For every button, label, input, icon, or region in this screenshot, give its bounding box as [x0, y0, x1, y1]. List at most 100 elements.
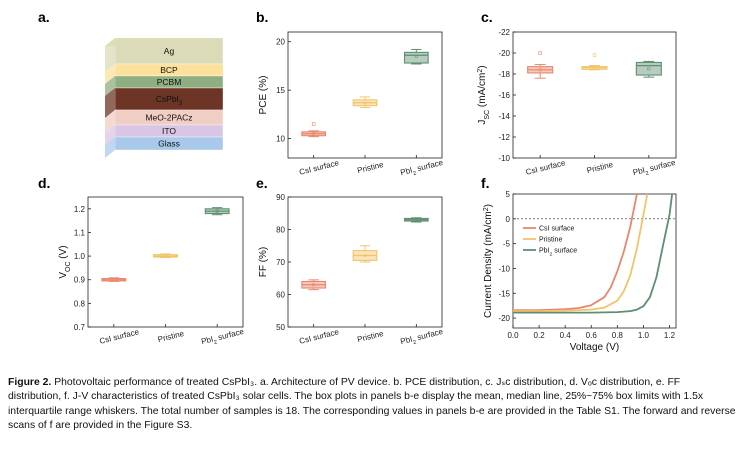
layer-label: Glass — [158, 139, 180, 149]
box-csi-surface — [301, 122, 327, 138]
y-tick-label: -10 — [498, 154, 510, 163]
y-axis-label: Current Density (mA/cm2) — [483, 204, 495, 318]
panel-label-f: f. — [481, 175, 490, 191]
legend-label: PbI2 surface — [539, 248, 577, 258]
y-tick-label: -15 — [498, 289, 510, 298]
box-iqr — [635, 61, 662, 76]
layer-label: BCP — [160, 65, 178, 75]
box-pbi2-surface — [403, 48, 429, 65]
legend-label: Pristine — [539, 237, 562, 244]
category-label: Pristine — [356, 160, 385, 175]
x-tick-label: 1.0 — [638, 331, 650, 340]
y-tick-label: 90 — [276, 193, 285, 202]
category-label: PbI2 surface — [632, 158, 678, 180]
category-label: CsI surface — [298, 327, 340, 346]
device-architecture: Ag BCP PCBM CsPbI3 MeO-2PACz ITO Glass — [105, 37, 224, 158]
plot-frame — [87, 196, 244, 328]
mean-marker — [164, 254, 167, 258]
y-tick-label: -16 — [498, 91, 510, 100]
category-label: CsI surface — [298, 158, 340, 177]
mean-marker — [112, 278, 116, 282]
caption-lead: Figure 2. — [8, 377, 52, 388]
box-csi-surface — [101, 277, 127, 282]
plot-frame — [512, 31, 677, 159]
panel-label-e: e. — [256, 175, 268, 191]
device-layer: PCBM — [105, 75, 224, 96]
mean-marker — [414, 218, 418, 222]
chart-e: 50 60 70 80 90 FF (%) CsI surface Pristine PbI2 … — [258, 193, 445, 349]
y-tick-label: -20 — [498, 49, 510, 58]
category-label: PbI2 surface — [399, 327, 445, 349]
layer-side — [105, 110, 115, 133]
category-label: Pristine — [356, 329, 385, 344]
y-axis-label: JSC (mA/cm2) — [477, 65, 491, 124]
panel-label-a: a. — [38, 9, 50, 25]
category-label: PbI2 surface — [200, 327, 246, 349]
y-tick-label: 0.7 — [74, 323, 86, 332]
outlier-point — [538, 51, 542, 55]
layer-side — [105, 125, 115, 145]
box-pristine — [153, 253, 178, 259]
layer-top — [105, 38, 223, 46]
category-label: CsI surface — [99, 327, 141, 346]
series-line-csi-surface — [513, 193, 638, 312]
y-tick-label: 1.0 — [74, 252, 86, 261]
layer-label: PCBM — [157, 77, 182, 87]
y-tick-label: -12 — [498, 133, 510, 142]
y-tick-label: -22 — [498, 28, 510, 37]
layer-label: ITO — [162, 126, 176, 136]
y-tick-label: 0.8 — [74, 299, 86, 308]
chart-f: 0.0 0.2 0.4 0.6 0.8 1.0 1.2 5 0 -5 -10 -15 -20 Voltag… — [483, 190, 677, 353]
plot-frame — [287, 31, 443, 159]
y-axis-label: VOC (V) — [58, 245, 72, 278]
device-layer: BCP — [105, 63, 224, 84]
layer-side — [105, 64, 115, 84]
y-tick-label: 15 — [276, 86, 285, 95]
y-tick-label: 1.1 — [74, 228, 86, 237]
layer-side — [105, 137, 115, 158]
layer-side — [105, 38, 115, 72]
layer-side — [105, 88, 115, 118]
category-label: PbI2 surface — [399, 158, 445, 180]
legend-label: CsI surface — [539, 226, 575, 233]
category-label: Pristine — [586, 160, 615, 175]
figure-caption: Figure 2. Photovoltaic performance of tr… — [8, 376, 736, 434]
box-pbi2-surface — [635, 60, 662, 78]
box-pristine — [352, 245, 378, 263]
y-tick-label: -10 — [498, 264, 510, 273]
layer-label: CsPbI3 — [156, 94, 183, 107]
device-layer: CsPbI3 — [105, 87, 224, 118]
y-tick-label: -20 — [498, 314, 510, 323]
layer-side — [105, 76, 115, 96]
y-tick-label: 80 — [276, 226, 285, 235]
y-tick-label: 10 — [276, 135, 285, 144]
y-tick-label: 1.2 — [74, 205, 86, 214]
box-pbi2-surface — [403, 217, 429, 223]
y-axis-label: PCE (%) — [258, 76, 269, 115]
x-tick-label: 1.2 — [664, 331, 676, 340]
box-pristine — [352, 96, 378, 109]
device-layer: ITO — [105, 124, 224, 145]
mean-marker — [538, 68, 542, 72]
mean-marker — [312, 132, 316, 136]
outlier-point — [311, 122, 316, 126]
mean-marker — [647, 67, 651, 71]
x-tick-label: 0.8 — [612, 331, 624, 340]
device-layer: Glass — [105, 136, 224, 158]
x-axis-label: Voltage (V) — [570, 342, 619, 353]
caption-body: Photovoltaic performance of treated CsPb… — [8, 377, 736, 432]
y-tick-label: 60 — [276, 291, 285, 300]
chart-c: -10 -12 -14 -16 -18 -20 -22 JSC (mA/cm2) CsI sur… — [477, 28, 678, 180]
mean-marker — [363, 101, 367, 105]
y-axis-label: FF (%) — [258, 247, 269, 278]
x-tick-label: 0.6 — [586, 331, 598, 340]
series-line-pbi2-surface — [513, 193, 673, 314]
panel-label-b: b. — [256, 9, 268, 25]
y-tick-label: 50 — [276, 323, 285, 332]
layer-label: MeO-2PACz — [145, 113, 192, 123]
box-pristine — [581, 53, 608, 71]
device-layer: Ag — [105, 37, 224, 72]
mean-marker — [363, 254, 367, 257]
y-tick-label: 70 — [276, 258, 285, 267]
y-tick-label: 0.9 — [74, 276, 86, 285]
